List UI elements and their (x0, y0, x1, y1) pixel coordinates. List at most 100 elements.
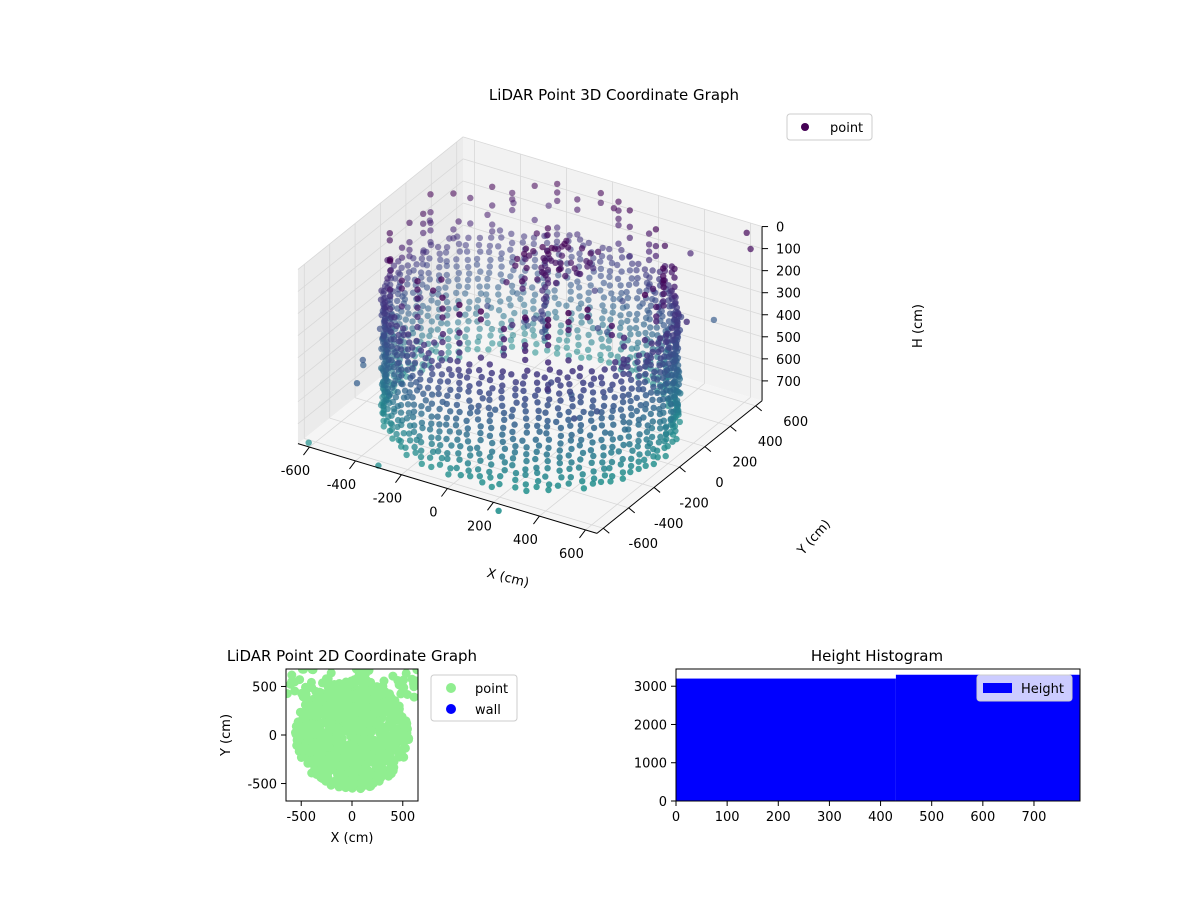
data-point (544, 333, 552, 340)
data-point (590, 424, 598, 432)
data-point (427, 191, 434, 198)
data-point (317, 748, 327, 758)
data-point (476, 283, 483, 290)
data-point (600, 452, 607, 459)
data-point (462, 311, 469, 318)
data-point (387, 293, 394, 300)
data-point (587, 447, 595, 454)
data-point (466, 445, 474, 452)
data-point (366, 677, 376, 687)
data-point (507, 302, 514, 309)
data-point (562, 272, 569, 280)
data-point (647, 410, 654, 418)
data-point (606, 282, 613, 289)
data-point (425, 350, 432, 357)
data-point (610, 205, 618, 212)
data-point (647, 324, 654, 331)
data-point (618, 268, 625, 275)
data-point (489, 183, 496, 190)
data-point (389, 435, 396, 442)
data-point (443, 435, 450, 443)
data-point (580, 387, 587, 394)
data-point (636, 451, 643, 458)
data-point (496, 340, 504, 348)
data-point (579, 478, 586, 485)
data-point (597, 356, 604, 364)
data-point (612, 372, 619, 380)
grid-line (462, 202, 763, 294)
data-point (660, 302, 667, 309)
data-point (601, 394, 608, 401)
data-point (467, 404, 475, 411)
data-point (411, 359, 419, 366)
data-point (359, 356, 366, 364)
data-point (332, 723, 342, 733)
data-point (434, 243, 442, 251)
data-point (509, 321, 516, 329)
data-point (532, 349, 539, 356)
data-point (649, 285, 657, 292)
data-point (391, 408, 398, 415)
data-point (457, 443, 464, 450)
data-point (514, 290, 521, 297)
data-point (467, 220, 474, 227)
data-point (573, 348, 581, 355)
data-point (508, 239, 516, 247)
data-point (667, 408, 675, 415)
data-point (625, 391, 632, 398)
x-tick-label: 0 (429, 505, 437, 520)
data-point (650, 445, 657, 453)
data-point (633, 344, 640, 352)
data-point (645, 256, 653, 264)
data-point (403, 353, 411, 360)
data-point (507, 273, 514, 280)
data-point (544, 457, 551, 465)
y-tick (729, 425, 737, 432)
data-point (355, 716, 365, 726)
data-point (655, 348, 662, 356)
data-point (649, 348, 656, 356)
plot-2d: LiDAR Point 2D Coordinate Graph -500 0 500… (219, 647, 518, 846)
x-tick-label: 200 (467, 519, 492, 534)
data-point (566, 381, 573, 388)
data-point (425, 405, 432, 412)
data-point (306, 677, 316, 687)
data-point (497, 271, 504, 278)
data-point (627, 397, 634, 405)
data-point (614, 261, 621, 269)
data-point (571, 415, 578, 422)
data-point (576, 293, 583, 300)
data-point (438, 371, 446, 378)
y-tick (653, 487, 661, 493)
data-point (662, 431, 670, 438)
data-point (584, 346, 592, 353)
y-tick (704, 446, 712, 453)
data-point (464, 460, 472, 467)
plot-3d-points (305, 180, 754, 514)
data-point (627, 468, 634, 476)
data-point (388, 426, 395, 433)
data-point (364, 735, 374, 745)
data-point (530, 332, 538, 339)
data-point (462, 333, 469, 340)
data-point (391, 371, 398, 378)
data-point (522, 415, 530, 422)
data-point (435, 384, 442, 392)
data-point (411, 422, 418, 429)
data-point (590, 452, 597, 460)
data-point (445, 305, 452, 313)
z-tick-label: 100 (776, 243, 801, 258)
x-tick (395, 474, 402, 483)
data-point (445, 278, 452, 285)
data-point (522, 395, 529, 403)
data-point (514, 255, 521, 263)
data-point (512, 476, 519, 484)
data-point (634, 295, 641, 302)
data-point (388, 357, 395, 364)
data-point (545, 202, 552, 209)
data-point (615, 240, 622, 247)
data-point (436, 250, 443, 257)
data-point (634, 339, 642, 346)
data-point (513, 399, 520, 406)
data-point (667, 421, 675, 428)
